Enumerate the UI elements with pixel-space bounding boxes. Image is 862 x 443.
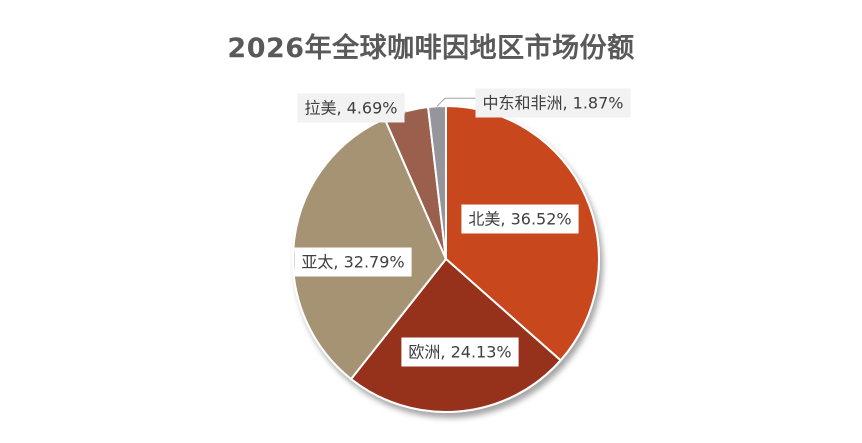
data-label-1: 北美, 36.52% bbox=[461, 204, 579, 234]
data-label-4: 拉美, 4.69% bbox=[297, 93, 405, 123]
chart-title: 2026年全球咖啡因地区市场份额 bbox=[227, 33, 635, 64]
data-label-2: 欧洲, 24.13% bbox=[401, 337, 519, 367]
data-label-box-1 bbox=[461, 204, 579, 234]
data-labels: 北美, 36.52% 欧洲, 24.13% 亚太, 32.79% 拉美, 4.69% 中… bbox=[294, 88, 631, 367]
pie-slice-2 bbox=[349, 257, 563, 413]
data-label-box-5 bbox=[475, 88, 631, 118]
data-label-text-3: 亚太, 32.79% bbox=[301, 253, 404, 272]
leader-line-5 bbox=[436, 97, 476, 107]
data-label-text-1: 北美, 36.52% bbox=[468, 210, 571, 229]
data-label-box-2 bbox=[401, 337, 519, 367]
data-label-text-4: 拉美, 4.69% bbox=[304, 99, 397, 118]
data-label-3: 亚太, 32.79% bbox=[294, 247, 412, 277]
data-label-text-2: 欧洲, 24.13% bbox=[408, 343, 511, 362]
data-label-box-3 bbox=[294, 247, 412, 277]
data-label-5: 中东和非洲, 1.87% bbox=[475, 88, 631, 118]
data-label-text-5: 中东和非洲, 1.87% bbox=[482, 94, 623, 113]
data-label-box-4 bbox=[297, 93, 405, 123]
